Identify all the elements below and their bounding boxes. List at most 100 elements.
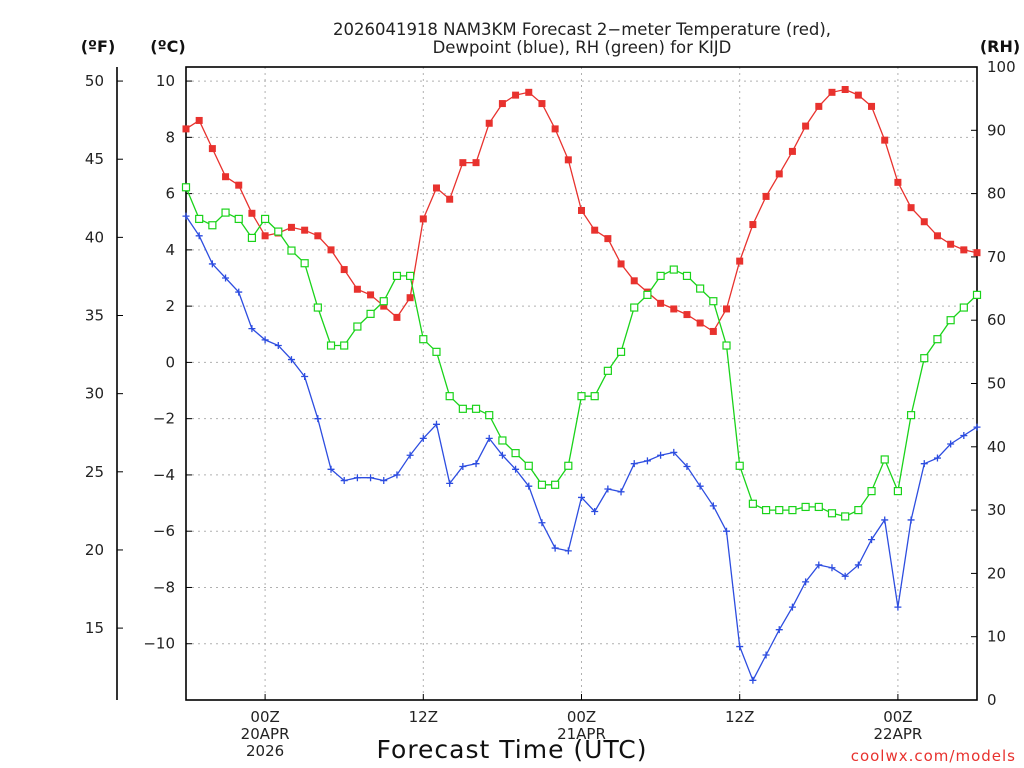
temperature-point bbox=[406, 294, 414, 302]
dewpoint-point bbox=[670, 448, 678, 456]
dewpoint-point bbox=[841, 572, 849, 580]
rh-point bbox=[524, 461, 533, 470]
temperature-point bbox=[815, 102, 823, 110]
temperature-point bbox=[604, 235, 612, 243]
celsius-axis-unit: (ºC) bbox=[150, 37, 185, 56]
temperature-point bbox=[419, 215, 427, 223]
temperature-point bbox=[723, 305, 731, 313]
rh-point bbox=[392, 271, 402, 280]
temperature-point bbox=[591, 226, 599, 234]
dewpoint-point bbox=[947, 440, 955, 448]
dewpoint-point bbox=[551, 544, 559, 552]
fahrenheit-tick-label: 35 bbox=[85, 307, 104, 325]
rh-tick-label: 90 bbox=[987, 121, 1006, 139]
temperature-point bbox=[894, 178, 902, 186]
temperature-point bbox=[380, 302, 388, 310]
time-tick-label: 21APR bbox=[557, 725, 606, 743]
dewpoint-series bbox=[182, 212, 981, 684]
rh-point bbox=[458, 404, 467, 413]
temperature-point bbox=[868, 102, 876, 110]
dewpoint-point bbox=[749, 676, 757, 684]
dewpoint-point bbox=[894, 603, 902, 611]
celsius-tick-label: −4 bbox=[153, 466, 175, 484]
dewpoint-point bbox=[828, 564, 836, 572]
fahrenheit-axis: 50 45 40 35 30 25 20 15 bbox=[85, 72, 123, 637]
temperature-point bbox=[973, 249, 981, 257]
dewpoint-point bbox=[604, 485, 612, 493]
temperature-point bbox=[683, 311, 691, 319]
dewpoint-point bbox=[353, 474, 361, 482]
chart-title-line-2: Dewpoint (blue), RH (green) for KIJD bbox=[433, 38, 732, 57]
rh-point bbox=[274, 227, 283, 236]
rh-point bbox=[854, 506, 863, 515]
dewpoint-point bbox=[274, 342, 282, 350]
temperature-point bbox=[208, 145, 216, 153]
dewpoint-point bbox=[380, 477, 388, 485]
time-tick-label: 00Z bbox=[567, 708, 596, 726]
rh-point bbox=[287, 246, 296, 255]
dewpoint-point bbox=[472, 460, 480, 468]
time-tick-label: 00Z bbox=[250, 708, 279, 726]
rh-point bbox=[406, 271, 415, 280]
rh-point bbox=[775, 506, 784, 515]
time-tick-label: 00Z bbox=[883, 708, 912, 726]
temperature-point bbox=[947, 240, 955, 248]
rh-point bbox=[471, 404, 481, 413]
temperature-point bbox=[485, 119, 493, 127]
rh-point bbox=[880, 455, 889, 464]
dewpoint-point bbox=[498, 451, 506, 459]
rh-point bbox=[498, 436, 507, 445]
rh-point bbox=[577, 392, 586, 401]
x-axis-title: Forecast Time (UTC) bbox=[377, 735, 648, 764]
rh-point bbox=[208, 221, 217, 230]
temperature-point bbox=[340, 266, 348, 274]
celsius-tick-label: −10 bbox=[143, 635, 175, 653]
rh-point bbox=[603, 366, 612, 375]
dewpoint-point bbox=[868, 536, 876, 544]
celsius-tick-label: −6 bbox=[153, 522, 175, 540]
fahrenheit-tick-label: 20 bbox=[85, 541, 104, 559]
temperature-point bbox=[657, 299, 665, 307]
temperature-point bbox=[564, 156, 572, 164]
dewpoint-point bbox=[723, 527, 731, 535]
rh-point bbox=[735, 461, 744, 470]
temperature-point bbox=[881, 136, 889, 144]
celsius-axis: 10 8 6 4 2 0 −2 −4 −6 −8 −10 bbox=[143, 72, 192, 653]
temperature-point bbox=[367, 291, 375, 299]
fahrenheit-axis-unit: (ºF) bbox=[81, 37, 116, 56]
celsius-tick-label: −2 bbox=[153, 410, 175, 428]
rh-point bbox=[537, 480, 547, 489]
dewpoint-point bbox=[907, 516, 915, 524]
celsius-tick-label: −8 bbox=[153, 578, 175, 596]
rh-point bbox=[366, 309, 375, 318]
rh-point bbox=[867, 487, 876, 496]
rh-point bbox=[709, 297, 718, 306]
rh-point bbox=[340, 341, 349, 350]
dewpoint-point bbox=[459, 462, 467, 470]
dewpoint-point bbox=[802, 578, 810, 586]
dewpoint-point bbox=[208, 260, 216, 268]
dewpoint-point bbox=[657, 451, 665, 459]
rh-tick-label: 100 bbox=[987, 58, 1016, 76]
temperature-point bbox=[222, 173, 230, 181]
rh-point bbox=[906, 411, 916, 420]
temperature-point bbox=[960, 246, 968, 254]
dewpoint-point bbox=[933, 454, 941, 462]
dewpoint-point bbox=[815, 561, 823, 569]
temperature-point bbox=[446, 195, 454, 203]
rh-tick-label: 80 bbox=[987, 185, 1006, 203]
dewpoint-point bbox=[432, 420, 440, 428]
dewpoint-point bbox=[367, 474, 375, 482]
temperature-point bbox=[327, 246, 335, 254]
celsius-tick-label: 8 bbox=[165, 128, 175, 146]
rh-point bbox=[353, 322, 362, 331]
temperature-point bbox=[195, 116, 203, 124]
temperature-point bbox=[472, 159, 480, 167]
temperature-point bbox=[630, 277, 638, 285]
source-credit: coolwx.com/models bbox=[851, 747, 1016, 765]
dewpoint-point bbox=[643, 457, 651, 465]
temperature-point bbox=[498, 100, 506, 108]
temperature-point bbox=[696, 319, 704, 327]
